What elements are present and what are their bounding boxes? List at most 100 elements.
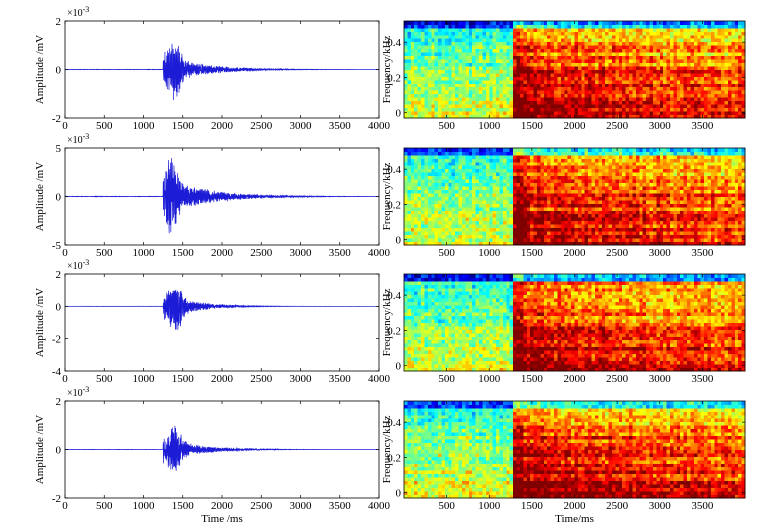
spectrogram-cell	[523, 45, 527, 49]
spectrogram-cell	[452, 66, 456, 70]
spectrogram-cell	[407, 24, 411, 28]
spectrogram-cell	[418, 52, 422, 56]
spectrogram-cell	[418, 203, 422, 207]
spectrogram-cell	[547, 158, 551, 162]
spectrogram-cell	[540, 70, 544, 74]
spectrogram-cell	[479, 101, 483, 105]
spectrogram-cell	[424, 94, 428, 98]
spectrogram-cell	[639, 45, 643, 49]
spectrogram-cell	[615, 186, 619, 190]
spectrogram-cell	[486, 28, 490, 32]
spectrogram-cell	[687, 87, 691, 91]
spectrogram-cell	[602, 49, 606, 53]
spectrogram-cell	[728, 66, 732, 70]
spectrogram-cell	[660, 83, 664, 87]
spectrogram-cell	[503, 179, 507, 183]
spectrogram-cell	[418, 179, 422, 183]
spectrogram-cell	[459, 87, 463, 91]
spectrogram-cell	[656, 49, 660, 53]
spectrogram-cell	[493, 238, 497, 242]
spectrogram-cell	[469, 97, 473, 101]
spectrogram-cell	[472, 24, 476, 28]
spectrogram-cell	[510, 162, 514, 166]
spectrogram-cell	[520, 45, 524, 49]
spectrogram-cell	[438, 21, 442, 25]
spectrogram-cell	[465, 193, 469, 197]
spectrogram-cell	[455, 193, 459, 197]
spectrogram-cell	[465, 158, 469, 162]
spectrogram-cell	[585, 28, 589, 32]
spectrogram-cell	[448, 80, 452, 84]
spectrogram-cell	[431, 66, 435, 70]
spectrogram-cell	[578, 158, 582, 162]
spectrogram-cell	[445, 158, 449, 162]
spectrogram-cell	[687, 66, 691, 70]
spectrogram-cell	[520, 172, 524, 176]
spectrogram-cell	[517, 24, 521, 28]
spectrogram-cell	[499, 24, 503, 28]
waveform-xlabel: Time /ms	[201, 513, 242, 524]
spectrogram-cell	[537, 190, 541, 194]
spectrogram-cell	[568, 179, 572, 183]
spectrogram-cell	[530, 162, 534, 166]
spectrogram-cell	[595, 235, 599, 239]
spectrogram-cell	[534, 42, 538, 46]
spectrogram-cell	[697, 52, 701, 56]
spectrogram-cell	[561, 183, 565, 187]
spectrogram-cell	[711, 28, 715, 32]
spectrogram-cell	[414, 214, 418, 218]
spectrogram-cell	[575, 217, 579, 221]
spectrogram-cell	[482, 203, 486, 207]
spectrogram-cell	[609, 238, 613, 242]
spectrogram-cell	[442, 76, 446, 80]
spectrogram-cell	[619, 148, 623, 152]
spectrogram-cell	[575, 214, 579, 218]
spectrogram-cell	[718, 87, 722, 91]
spectrogram-cell	[424, 158, 428, 162]
spectrogram-cell	[438, 183, 442, 187]
spectrogram-cell	[435, 52, 439, 56]
spectrogram-cell	[414, 66, 418, 70]
spectrogram-cell	[731, 28, 735, 32]
spectrogram-cell	[673, 31, 677, 35]
spectrogram-cell	[629, 228, 633, 232]
spectrogram-cell	[411, 176, 415, 180]
spectrogram-cell	[544, 148, 548, 152]
spectrogram-cell	[445, 186, 449, 190]
spectrogram-cell	[636, 38, 640, 42]
spectrogram-cell	[482, 217, 486, 221]
spectrogram-cell	[424, 186, 428, 190]
spectrogram-cell	[476, 193, 480, 197]
spectrogram-cell	[731, 59, 735, 63]
spectrogram-cell	[540, 200, 544, 204]
spectrogram-cell	[445, 87, 449, 91]
spectrogram-cell	[721, 87, 725, 91]
spectrogram-cell	[476, 217, 480, 221]
spectrogram-cell	[619, 45, 623, 49]
spectrogram-cell	[738, 83, 742, 87]
spectrogram-cell	[489, 231, 493, 235]
spectrogram-cell	[605, 49, 609, 53]
spectrogram-cell	[455, 38, 459, 42]
spectrogram-cell	[639, 80, 643, 84]
spectrogram-cell	[459, 42, 463, 46]
spectrogram-cell	[442, 238, 446, 242]
spectrogram-cell	[527, 70, 531, 74]
spectrogram-cell	[527, 207, 531, 211]
spectrogram-cell	[605, 56, 609, 60]
spectrogram-cell	[684, 49, 688, 53]
spectrogram-cell	[677, 90, 681, 94]
spectrogram-cell	[407, 56, 411, 60]
spectrogram-cell	[424, 169, 428, 173]
spectrogram-cell	[414, 56, 418, 60]
spectrogram-cell	[721, 90, 725, 94]
spectrogram-cell	[407, 231, 411, 235]
spectrogram-cell	[407, 108, 411, 112]
spectrogram-cell	[530, 108, 534, 112]
spectrogram-cell	[537, 56, 541, 60]
spectrogram-cell	[701, 24, 705, 28]
spectrogram-cell	[660, 35, 664, 39]
spectrogram-cell	[520, 87, 524, 91]
spectrogram-cell	[585, 214, 589, 218]
spectrogram-cell	[738, 59, 742, 63]
